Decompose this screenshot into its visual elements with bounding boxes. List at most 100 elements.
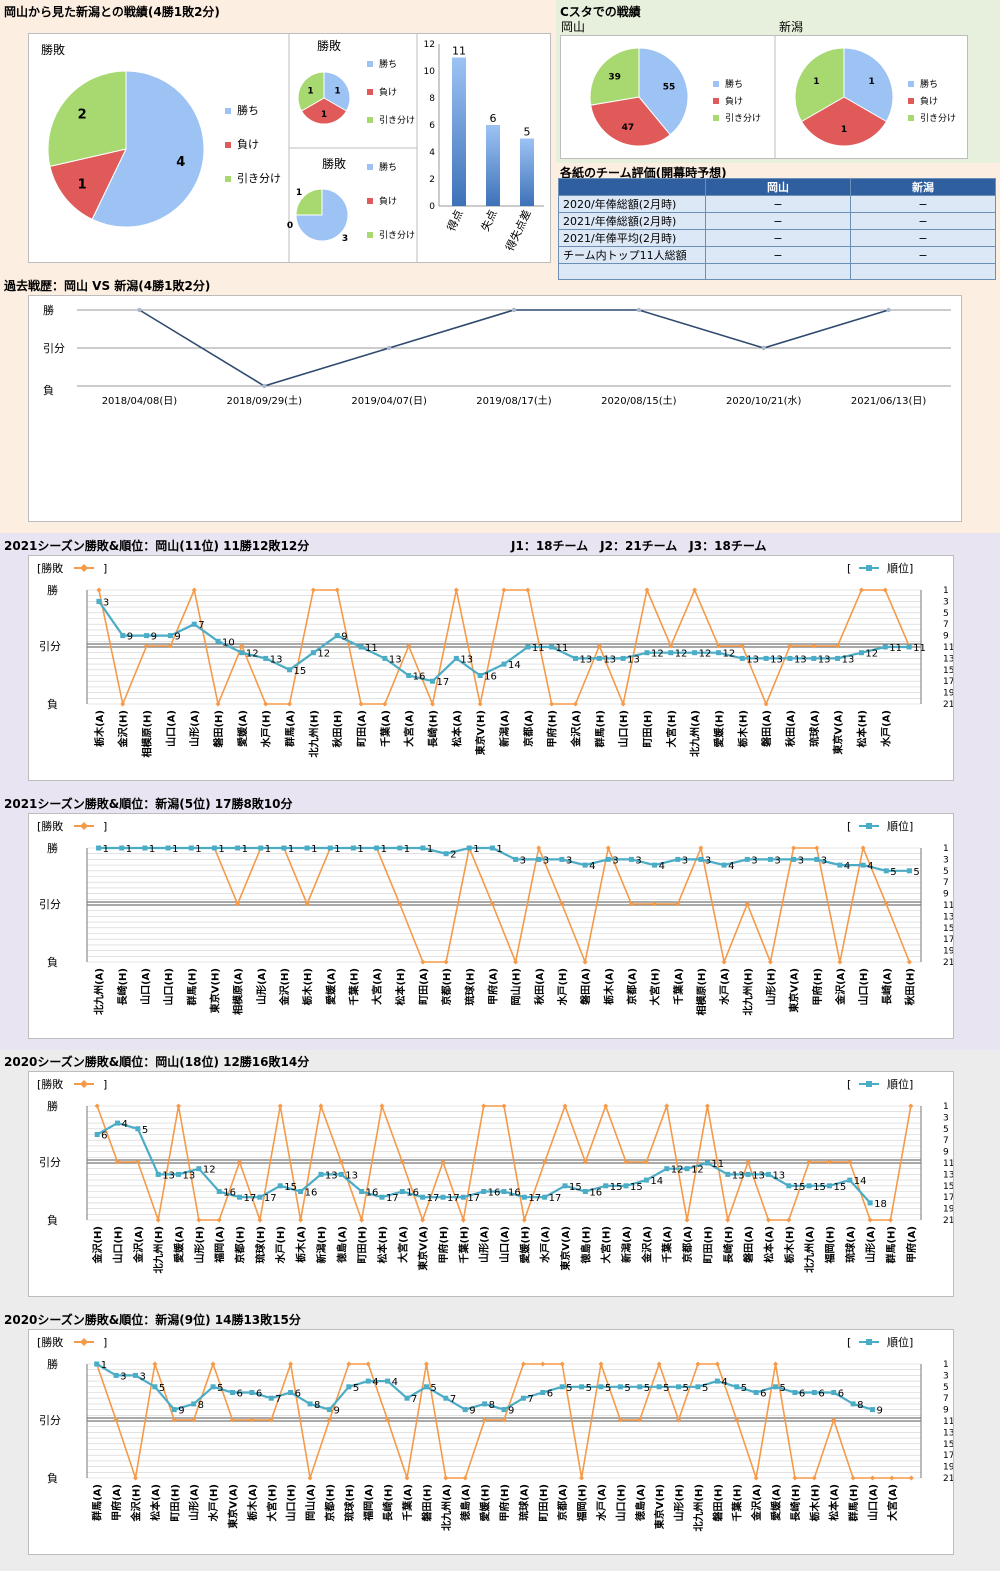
result-point	[171, 1417, 177, 1423]
rank-tick-label: 21	[943, 1474, 953, 1484]
rank-tick-label: 5	[943, 1383, 949, 1393]
rank-point	[288, 1390, 294, 1395]
legend-label: [	[847, 820, 851, 833]
result-point	[721, 959, 727, 965]
eval-row: 2020/年俸総額(2月時) − −	[558, 195, 996, 213]
x-axis-label: 秋田(H)	[903, 968, 916, 1006]
rank-point	[430, 678, 436, 684]
result-point	[268, 1417, 274, 1423]
x-axis-label: 山口(H)	[112, 1226, 125, 1264]
legend-label: 負け	[725, 95, 743, 107]
result-point	[404, 1475, 410, 1481]
x-axis-label: 福岡(H)	[576, 1484, 589, 1523]
rank-value-label: 9	[127, 632, 133, 643]
rank-value-label: 6	[838, 1389, 844, 1400]
rank-point	[385, 1378, 391, 1384]
rank-point	[792, 1390, 798, 1395]
result-point	[304, 901, 310, 907]
x-axis-label: 群馬(H)	[847, 1484, 860, 1522]
result-point	[477, 701, 483, 707]
result-point	[365, 1361, 371, 1367]
rank-value-label: 9	[151, 632, 157, 643]
rank-point	[379, 1194, 385, 1200]
result-point	[867, 1217, 873, 1223]
rank-value-label: 12	[675, 649, 688, 660]
eval-header-team2: 新潟	[850, 178, 996, 196]
rank-tick-label: 9	[943, 632, 949, 642]
rank-point	[623, 1183, 629, 1189]
result-point	[603, 1103, 609, 1109]
x-axis-label: 水戸(A)	[595, 1484, 608, 1522]
rank-value-label: 13	[345, 1170, 358, 1181]
rank-value-label: 13	[270, 654, 283, 665]
rank-point	[406, 673, 412, 678]
result-point	[753, 1475, 759, 1481]
result-point	[664, 1103, 670, 1109]
rank-point	[94, 1132, 100, 1137]
rank-point	[165, 845, 171, 851]
result-point	[257, 1217, 263, 1223]
result-point	[908, 1103, 914, 1109]
result-point	[684, 1217, 690, 1223]
rank-point	[462, 1407, 468, 1413]
rank-value-label: 7	[411, 1394, 417, 1405]
rank-point	[767, 856, 773, 862]
result-point	[420, 959, 426, 965]
x-axis-label: 山形(H)	[193, 1226, 206, 1264]
pie-value-label: 1	[334, 86, 340, 96]
result-point	[811, 1475, 817, 1481]
rank-point	[501, 1407, 507, 1413]
rank-tick-label: 7	[943, 620, 949, 630]
rank-point	[460, 1194, 466, 1200]
bar	[452, 57, 466, 206]
rank-tick-label: 21	[943, 958, 953, 968]
rank-tick-label: 15	[943, 924, 953, 934]
rank-point	[501, 1189, 507, 1194]
rank-value-label: 5	[702, 1383, 708, 1394]
result-point	[310, 587, 316, 593]
rank-point	[572, 655, 578, 661]
pie-value-label: 1	[841, 125, 847, 135]
x-axis-label: 松本(H)	[855, 710, 868, 748]
result-point	[215, 701, 221, 707]
pie-title: 勝敗	[317, 38, 341, 53]
x-axis-label: 群馬(A)	[91, 1484, 104, 1521]
rank-tick-label: 5	[943, 609, 949, 619]
x-axis-label: 琉球(A)	[517, 1484, 530, 1521]
result-point	[792, 1475, 798, 1481]
cstadium-title: Cスタでの戦績	[560, 5, 641, 19]
rank-point	[676, 1384, 682, 1390]
rank-point	[258, 845, 264, 851]
result-point	[239, 643, 245, 649]
rank-value-label: 16	[406, 1188, 419, 1199]
legend-label: 勝ち	[237, 103, 259, 117]
rank-value-label: 6	[760, 1389, 766, 1400]
rank-point	[603, 1183, 609, 1189]
rank-point	[188, 845, 194, 851]
x-axis-label: 磐田(H)	[420, 1484, 433, 1522]
rank-value-label: 3	[751, 855, 757, 866]
x-axis-label: 2019/08/17(土)	[476, 394, 552, 407]
rank-point	[135, 1126, 141, 1132]
rank-value-label: 17	[528, 1193, 541, 1204]
x-axis-label: 東京V(A)	[417, 1226, 430, 1271]
eval-row-value1: −	[705, 195, 851, 213]
x-axis-label: 長崎(H)	[116, 968, 129, 1006]
rank-point	[327, 845, 333, 851]
x-axis-label: 金沢(A)	[750, 1484, 763, 1522]
bar-tick-label: 10	[424, 67, 436, 77]
result-point	[359, 1217, 365, 1223]
legend-swatch	[367, 89, 373, 95]
pie-slice	[297, 71, 325, 112]
rank-point	[675, 856, 681, 862]
x-axis-label: 群馬(H)	[884, 1226, 897, 1264]
x-axis-label: 金沢(H)	[117, 710, 130, 749]
result-point	[298, 1217, 304, 1223]
rank-tick-label: 11	[943, 1159, 953, 1169]
rank-point	[155, 1171, 161, 1177]
rank-value-label: 17	[386, 1193, 399, 1204]
result-point	[559, 901, 565, 907]
rank-value-label: 5	[741, 1383, 747, 1394]
rank-point	[536, 856, 542, 862]
